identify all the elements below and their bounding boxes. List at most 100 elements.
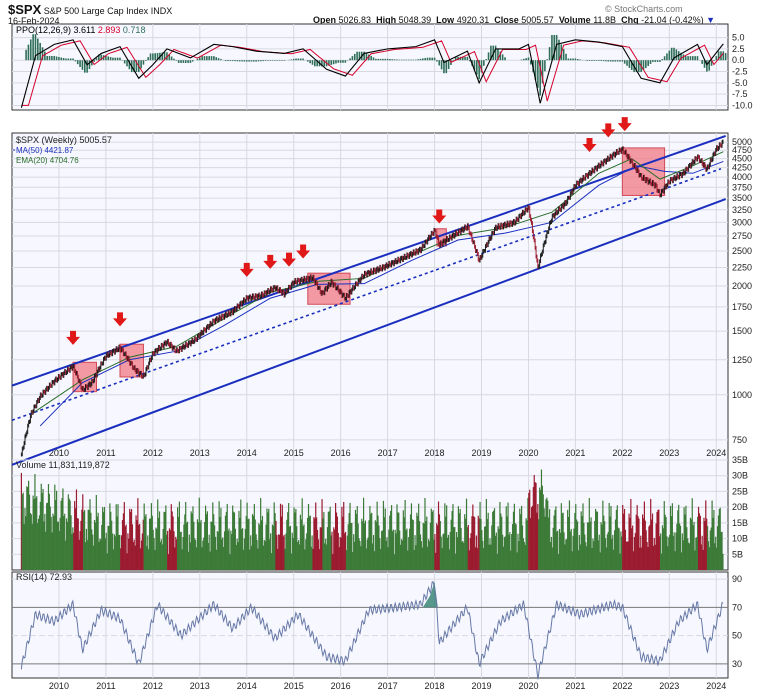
price-tick-label: 750 <box>732 435 747 445</box>
open-label: Open <box>313 15 337 25</box>
peak-arrow-icon <box>239 262 254 277</box>
peak-arrow-icon <box>296 244 311 259</box>
ppo-tick-label: -10.0 <box>732 100 753 110</box>
price-tick-label: 4500 <box>732 154 752 164</box>
volume-tick-label: 20B <box>732 502 748 512</box>
close-value: 5005.57 <box>521 15 554 25</box>
volume-tick-label: 10B <box>732 534 748 544</box>
price-tick-label: 4750 <box>732 145 752 155</box>
price-tick-label: 2500 <box>732 246 752 256</box>
panel-price <box>11 132 729 461</box>
x-tick-label: 2022 <box>612 681 632 691</box>
chg-value: -21.04 (-0.42%) <box>641 15 704 25</box>
price-tick-label: 2000 <box>732 281 752 291</box>
channel-lower-line <box>11 198 727 466</box>
x-tick-label: 2019 <box>471 448 491 458</box>
volume-tick-label: 5B <box>732 549 743 559</box>
price-tick-label: 1250 <box>732 355 752 365</box>
x-tick-label: 2016 <box>331 681 351 691</box>
peak-arrow-icon <box>601 123 616 138</box>
x-tick-label: 2024 <box>706 448 726 458</box>
ppo-legend-value: 0.718 <box>120 25 145 35</box>
volume-legend: Volume 11,831,119,872 <box>16 460 110 470</box>
ppo-tick-label: 5.0 <box>732 33 745 43</box>
x-tick-label: 2012 <box>143 681 163 691</box>
x-tick-label: 2010 <box>49 448 69 458</box>
peak-arrow-icon <box>112 312 127 327</box>
volume-value: 11.8B <box>593 15 617 25</box>
x-tick-label: 2018 <box>425 448 445 458</box>
chg-label: Chg <box>621 15 639 25</box>
x-tick-label: 2014 <box>237 448 257 458</box>
ohlc-summary: Open 5026.83 High 5048.39 Low 4920.31 Cl… <box>313 15 715 25</box>
channel-mid-line <box>11 168 722 422</box>
panel-ppo <box>11 23 729 111</box>
x-tick-label: 2010 <box>49 681 69 691</box>
ppo-legend-value: 3.611 <box>71 25 95 35</box>
ppo-tick-label: 2.5 <box>732 44 745 54</box>
low-value: 4920.31 <box>456 15 490 25</box>
price-tick-label: 3500 <box>732 193 752 203</box>
x-tick-label: 2014 <box>237 681 257 691</box>
open-value: 5026.83 <box>338 15 372 25</box>
ppo-tick-label: -7.5 <box>732 89 748 99</box>
x-tick-label: 2018 <box>425 681 445 691</box>
volume-tick-label: 35B <box>732 455 748 465</box>
chart-date: 16-Feb-2024 <box>8 16 60 26</box>
x-tick-label: 2017 <box>378 448 398 458</box>
x-tick-label: 2011 <box>96 681 115 691</box>
x-tick-label: 2015 <box>284 681 304 691</box>
price-tick-label: 3250 <box>732 205 752 215</box>
x-tick-label: 2017 <box>378 681 398 691</box>
price-tick-label: 1000 <box>732 390 752 400</box>
index-name: S&P 500 Large Cap Index <box>43 6 149 16</box>
x-tick-label: 2020 <box>518 681 538 691</box>
peak-arrow-icon <box>66 330 81 345</box>
symbol: $SPX <box>8 2 42 17</box>
ppo-tick-label: -5.0 <box>732 78 748 88</box>
x-tick-label: 2011 <box>96 448 115 458</box>
peak-arrow-icon <box>617 117 632 132</box>
chg-down-icon: ▼ <box>706 15 716 25</box>
price-tick-label: 3750 <box>732 182 752 192</box>
price-tick-label: 4000 <box>732 172 752 182</box>
high-value: 5048.39 <box>398 15 432 25</box>
channel-upper-line <box>11 135 726 387</box>
rsi-tick-label: 30 <box>732 659 742 669</box>
price-tick-label: 5000 <box>732 137 752 147</box>
ma50-line <box>39 160 724 427</box>
peak-arrow-icon <box>432 209 447 224</box>
ma-legend: MA(50) 4421.87 <box>16 146 74 155</box>
high-label: High <box>376 15 397 25</box>
x-tick-label: 2020 <box>518 448 538 458</box>
x-tick-label: 2021 <box>565 681 585 691</box>
price-tick-label: 3000 <box>732 217 752 227</box>
price-tick-label: 4250 <box>732 163 752 173</box>
x-tick-label: 2023 <box>659 681 679 691</box>
price-tick-label: 2750 <box>732 231 752 241</box>
x-tick-label: 2016 <box>331 448 351 458</box>
rsi-legend: RSI(14) 72.93 <box>16 572 72 582</box>
ppo-tick-label: 0.0 <box>732 55 745 65</box>
x-tick-label: 2021 <box>565 448 585 458</box>
volume-label: Volume <box>558 15 591 25</box>
panel-rsi <box>11 571 729 679</box>
peak-arrow-icon <box>263 254 278 269</box>
peak-arrow-icon <box>282 252 297 267</box>
x-tick-label: 2023 <box>659 448 679 458</box>
x-tick-label: 2024 <box>706 681 726 691</box>
x-tick-label: 2019 <box>471 681 491 691</box>
x-tick-label: 2022 <box>612 448 632 458</box>
ema-legend: EMA(20) 4704.76 <box>16 156 79 165</box>
x-tick-label: 2015 <box>284 448 304 458</box>
volume-tick-label: 30B <box>732 471 748 481</box>
low-label: Low <box>436 15 455 25</box>
x-tick-label: 2013 <box>190 681 210 691</box>
x-tick-label: 2012 <box>143 448 163 458</box>
price-legend-title: $SPX (Weekly) 5005.57 <box>16 135 112 145</box>
rsi-tick-label: 50 <box>732 631 742 641</box>
rsi-tick-label: 70 <box>732 602 742 612</box>
ppo-line <box>20 39 724 108</box>
price-tick-label: 2250 <box>732 262 752 272</box>
